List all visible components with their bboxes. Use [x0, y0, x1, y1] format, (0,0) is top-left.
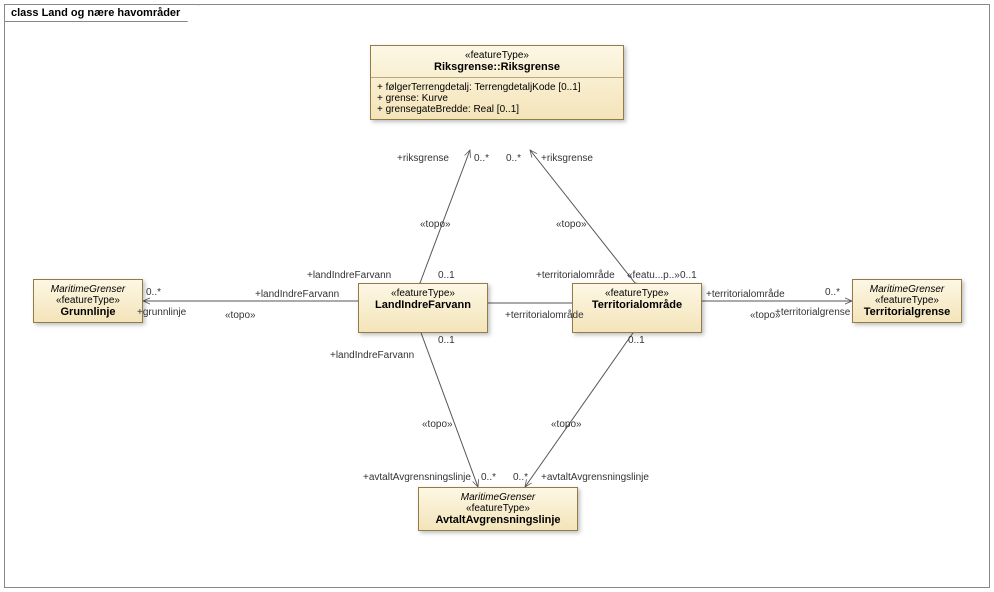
frame-title: class Land og nære havområder	[4, 4, 199, 22]
role-avt-right: +avtaltAvgrensningslinje	[541, 472, 649, 483]
feat-frag: «featu...p..»	[627, 270, 680, 281]
class-name: LandIndreFarvann	[365, 299, 481, 311]
role-lif-bot: +landIndreFarvann	[330, 350, 414, 361]
class-name: AvtaltAvgrensningslinje	[425, 514, 571, 526]
package: MaritimeGrenser	[40, 284, 136, 295]
role-terr-right: +territorialområde	[706, 289, 785, 300]
package: MaritimeGrenser	[425, 492, 571, 503]
mult-riksgrense-right: 0..*	[506, 153, 521, 164]
class-name: Territorialgrense	[859, 306, 955, 318]
role-grunn: +grunnlinje	[137, 307, 186, 318]
attributes: + følgerTerrengdetalj: TerrengdetaljKode…	[371, 78, 623, 119]
role-terr-top: +territorialområde	[536, 270, 615, 281]
class-riksgrense: «featureType» Riksgrense::Riksgrense + f…	[370, 45, 624, 120]
mult-terr-top: 0..1	[680, 270, 697, 281]
mult-tgrense: 0..*	[825, 287, 840, 298]
stereotype: «featureType»	[365, 288, 481, 299]
stereotype: «featureType»	[859, 295, 955, 306]
package: MaritimeGrenser	[859, 284, 955, 295]
stereotype: «featureType»	[579, 288, 695, 299]
role-riksgrense-right: +riksgrense	[541, 153, 593, 164]
class-name: Riksgrense::Riksgrense	[377, 61, 617, 73]
mult-grunn: 0..*	[146, 287, 161, 298]
class-grunnlinje: MaritimeGrenser «featureType» Grunnlinje	[33, 279, 143, 323]
class-territorialgrense: MaritimeGrenser «featureType» Territoria…	[852, 279, 962, 323]
mult-terr-bot: 0..1	[628, 335, 645, 346]
stereotype: «featureType»	[425, 503, 571, 514]
role-tgrense: +territorialgrense	[775, 307, 850, 318]
mult-riksgrense-left: 0..*	[474, 153, 489, 164]
class-territorialomrade: «featureType» Territorialområde	[572, 283, 702, 333]
topo-label-6: «topo»	[551, 419, 582, 430]
topo-label-2: «topo»	[556, 219, 587, 230]
class-landindrefarvann: «featureType» LandIndreFarvann	[358, 283, 488, 333]
topo-label-3: «topo»	[225, 310, 256, 321]
mult-avt-right: 0..*	[513, 472, 528, 483]
mult-lif-top: 0..1	[438, 270, 455, 281]
class-name: Grunnlinje	[40, 306, 136, 318]
topo-label-1: «topo»	[420, 219, 451, 230]
role-lif-left: +landIndreFarvann	[255, 289, 339, 300]
class-avtalt: MaritimeGrenser «featureType» AvtaltAvgr…	[418, 487, 578, 531]
role-lif-top: +landIndreFarvann	[307, 270, 391, 281]
class-name: Territorialområde	[579, 299, 695, 311]
role-riksgrense-left: +riksgrense	[397, 153, 449, 164]
topo-label-5: «topo»	[422, 419, 453, 430]
mult-avt-left: 0..*	[481, 472, 496, 483]
topo-label-4: «topo»	[750, 310, 781, 321]
stereotype: «featureType»	[377, 50, 617, 61]
role-avt-left: +avtaltAvgrensningslinje	[363, 472, 471, 483]
stereotype: «featureType»	[40, 295, 136, 306]
mult-lif-bot: 0..1	[438, 335, 455, 346]
role-terr-mid: +territorialområde	[505, 310, 584, 321]
